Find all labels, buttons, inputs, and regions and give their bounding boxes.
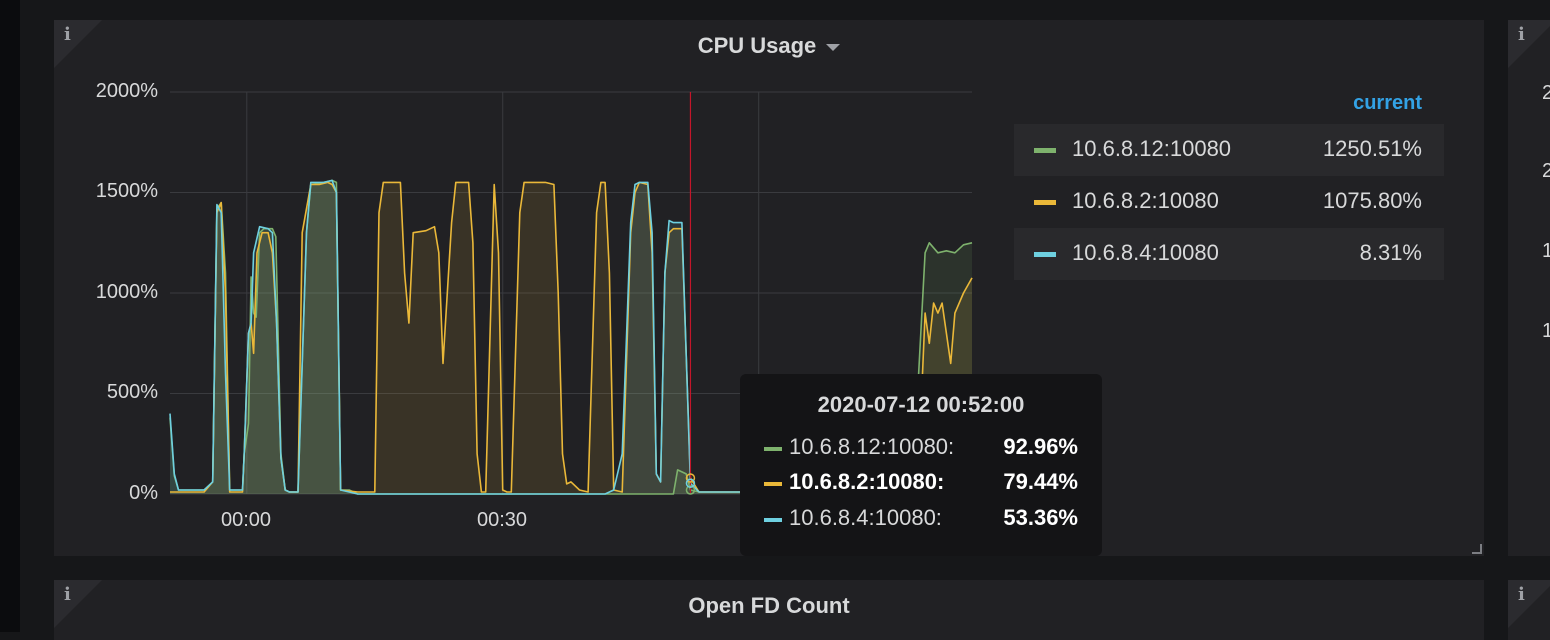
info-icon[interactable]: i bbox=[64, 584, 71, 605]
crosshair-point bbox=[685, 473, 696, 483]
legend-item[interactable]: 10.6.8.4:10080 8.31% bbox=[1014, 228, 1444, 280]
panel-title-text[interactable]: CPU Usage bbox=[697, 33, 817, 58]
tooltip-series-value: 53.36% bbox=[1003, 505, 1078, 530]
right-panel-lower: i bbox=[1508, 580, 1550, 640]
left-edge bbox=[0, 0, 20, 632]
tooltip-swatch bbox=[764, 518, 782, 522]
clipped-y-tick: 1 bbox=[1542, 320, 1550, 342]
panel-corner bbox=[54, 580, 102, 628]
info-icon[interactable]: i bbox=[1518, 584, 1525, 605]
tooltip-row: 10.6.8.2:10080: 79.44% bbox=[764, 469, 1084, 499]
crosshair-point bbox=[685, 478, 696, 489]
legend-value: 8.31% bbox=[1359, 240, 1422, 265]
panel-corner bbox=[1508, 580, 1550, 628]
legend-name: 10.6.8.4:10080 bbox=[1072, 240, 1219, 265]
clipped-y-tick: 2 bbox=[1542, 82, 1550, 104]
tooltip-series-name: 10.6.8.4:10080: bbox=[789, 505, 942, 530]
series-area bbox=[170, 182, 972, 494]
legend-name: 10.6.8.2:10080 bbox=[1072, 188, 1219, 213]
info-icon[interactable]: i bbox=[1518, 24, 1525, 45]
legend-current-header[interactable]: current bbox=[1353, 92, 1422, 114]
panel-title[interactable]: Open FD Count bbox=[688, 593, 850, 618]
clipped-y-tick: 1 bbox=[1542, 240, 1550, 262]
y-tick-label: 2000% bbox=[95, 80, 158, 102]
legend-swatch bbox=[1034, 252, 1056, 257]
panel-corner bbox=[1508, 20, 1550, 68]
tooltip-series-value: 92.96% bbox=[1003, 434, 1078, 459]
y-tick-label: 1500% bbox=[95, 180, 158, 202]
tooltip-swatch bbox=[764, 447, 782, 451]
series-area bbox=[170, 180, 972, 494]
legend-value: 1075.80% bbox=[1322, 188, 1422, 213]
graph-tooltip: 2020-07-12 00:52:00 10.6.8.12:10080: 92.… bbox=[740, 374, 1102, 556]
legend-swatch bbox=[1034, 148, 1056, 153]
info-icon[interactable]: i bbox=[64, 24, 71, 45]
y-tick-label: 1000% bbox=[95, 281, 158, 303]
tooltip-swatch bbox=[764, 482, 782, 486]
panel-resize-handle[interactable] bbox=[1472, 544, 1482, 554]
tooltip-series-name: 10.6.8.2:10080: bbox=[789, 469, 945, 494]
chevron-down-icon[interactable] bbox=[826, 43, 841, 51]
y-tick-label: 500% bbox=[106, 381, 158, 403]
legend-swatch bbox=[1034, 200, 1056, 205]
series-line bbox=[170, 181, 973, 493]
y-tick-label: 0% bbox=[129, 482, 158, 504]
panel-title[interactable]: CPU Usage bbox=[54, 33, 1484, 59]
right-panel: i 2 2 1 1 bbox=[1508, 20, 1550, 556]
series-areas bbox=[170, 180, 972, 494]
tooltip-time: 2020-07-12 00:52:00 bbox=[817, 392, 1025, 417]
legend-value: 1250.51% bbox=[1322, 136, 1422, 161]
tooltip-row: 10.6.8.12:10080: 92.96% bbox=[764, 434, 1084, 464]
crosshair bbox=[685, 92, 696, 495]
x-tick-label: 00:00 bbox=[220, 509, 272, 531]
series-line bbox=[169, 179, 972, 495]
series-area bbox=[170, 180, 972, 494]
open-fd-count-panel: i Open FD Count bbox=[54, 580, 1484, 640]
clipped-y-tick: 2 bbox=[1542, 160, 1550, 182]
tooltip-series-name: 10.6.8.12:10080: bbox=[789, 434, 955, 459]
tooltip-row: 10.6.8.4:10080: 53.36% bbox=[764, 505, 1084, 535]
legend-item[interactable]: 10.6.8.2:10080 1075.80% bbox=[1014, 176, 1444, 228]
legend-name: 10.6.8.12:10080 bbox=[1072, 136, 1232, 161]
panel-corner bbox=[54, 20, 102, 68]
crosshair-point bbox=[685, 485, 696, 495]
tooltip-series-value: 79.44% bbox=[1003, 469, 1078, 494]
x-tick-label: 00:30 bbox=[476, 509, 528, 531]
legend-item[interactable]: 10.6.8.12:10080 1250.51% bbox=[1014, 124, 1444, 176]
